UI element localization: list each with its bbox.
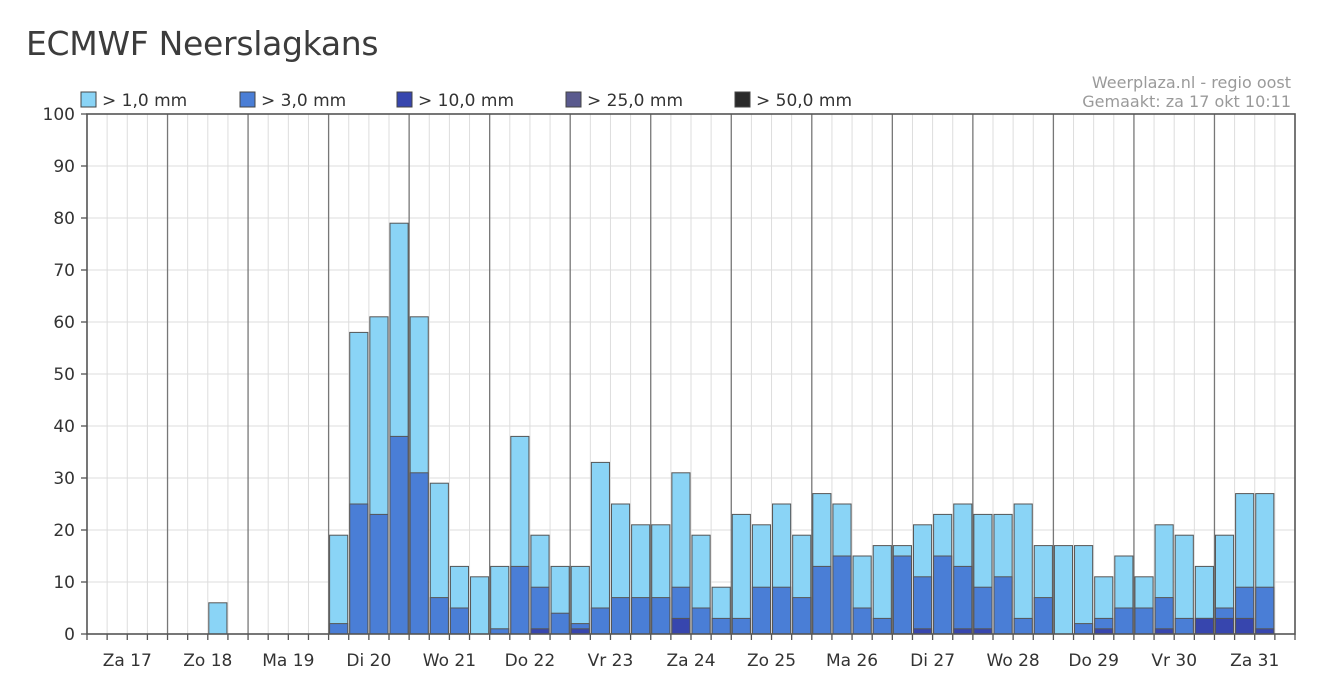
bar-2 [933, 555, 953, 635]
y-tick-label: 70 [53, 261, 75, 281]
bar-2 [892, 555, 912, 635]
bar-2 [610, 597, 631, 635]
y-tick-label: 60 [53, 313, 75, 333]
bar-2 [731, 617, 751, 635]
bar-1 [470, 576, 490, 635]
legend-label: > 1,0 mm [102, 91, 187, 111]
bar-2 [550, 612, 570, 635]
bar-1 [1074, 545, 1094, 635]
y-tick-label: 50 [53, 365, 75, 385]
x-tick-label: Za 31 [1230, 651, 1279, 671]
bar-2 [1033, 597, 1053, 635]
legend-label: > 25,0 mm [587, 91, 683, 111]
bar-2 [329, 623, 349, 635]
source-label: Weerplaza.nl - regio oost [1092, 73, 1291, 92]
bar-2 [530, 586, 550, 635]
legend-swatch [80, 91, 97, 108]
bar-2 [852, 607, 872, 635]
legend-label: > 50,0 mm [756, 91, 852, 111]
x-tick-label: Di 27 [910, 651, 955, 671]
created-timestamp: Gemaakt: za 17 okt 10:11 [1082, 92, 1291, 111]
bar-2 [832, 555, 852, 635]
y-tick-label: 30 [53, 469, 75, 489]
legend-swatch [565, 91, 582, 108]
bar-2 [449, 607, 470, 635]
legend: > 1,0 mm > 3,0 mm > 10,0 mm > 25,0 mm > 50,0… [80, 91, 852, 111]
bar-2 [912, 576, 933, 635]
x-tick-label: Ma 26 [826, 651, 878, 671]
y-tick-label: 100 [43, 105, 75, 125]
bar-2 [510, 565, 530, 635]
legend-swatch [734, 91, 751, 108]
bar-3 [1194, 617, 1214, 635]
bar-2 [1134, 607, 1154, 635]
bar-3 [1214, 617, 1235, 635]
bar-2 [711, 617, 731, 635]
x-tick-label: Za 24 [666, 651, 715, 671]
bar-1 [731, 513, 751, 635]
bar-3 [671, 617, 691, 635]
x-tick-label: Ma 19 [262, 651, 314, 671]
bar-2 [872, 617, 892, 635]
y-tick-label: 20 [53, 521, 75, 541]
bar-3 [1235, 617, 1255, 635]
y-tick-label: 40 [53, 417, 75, 437]
x-tick-label: Wo 21 [423, 651, 476, 671]
bar-2 [953, 565, 973, 635]
bar-2 [812, 565, 832, 635]
y-tick-label: 10 [53, 573, 75, 593]
legend-label: > 3,0 mm [261, 91, 346, 111]
bar-2 [389, 435, 409, 635]
bar-2 [1074, 623, 1094, 635]
bar-2 [369, 513, 389, 635]
bar-2 [993, 576, 1013, 635]
bar-1 [329, 534, 349, 635]
bar-2 [349, 503, 369, 635]
bar-2 [1114, 607, 1134, 635]
x-tick-label: Vr 23 [588, 651, 634, 671]
bar-1 [208, 602, 228, 635]
bar-2 [590, 607, 610, 635]
x-tick-label: Za 17 [103, 651, 152, 671]
x-tick-label: Vr 30 [1151, 651, 1197, 671]
x-tick-label: Do 22 [505, 651, 556, 671]
bar-2 [1255, 586, 1275, 635]
bar-1 [1013, 503, 1033, 635]
bar-1 [1053, 545, 1074, 635]
bar-1 [490, 565, 510, 635]
bar-2 [631, 597, 651, 635]
legend-label: > 10,0 mm [418, 91, 514, 111]
x-tick-label: Zo 18 [183, 651, 232, 671]
x-tick-label: Wo 28 [987, 651, 1040, 671]
bar-2 [973, 586, 993, 635]
bar-2 [751, 586, 772, 635]
x-tick-label: Do 29 [1068, 651, 1119, 671]
bar-2 [1013, 617, 1033, 635]
bar-2 [409, 472, 429, 635]
x-tick-label: Zo 25 [747, 651, 796, 671]
legend-swatch [396, 91, 413, 108]
y-tick-label: 90 [53, 157, 75, 177]
bar-2 [792, 597, 812, 635]
y-tick-label: 80 [53, 209, 75, 229]
bar-2 [772, 586, 792, 635]
bar-2 [429, 597, 449, 635]
x-tick-label: Di 20 [346, 651, 391, 671]
axes: 0 10 20 30 40 50 60 70 80 90 100 Za 17 Zo 18 Ma 19 Di … [43, 105, 1296, 671]
bar-2 [691, 607, 711, 635]
grid [87, 113, 1295, 635]
page-title: ECMWF Neerslagkans [26, 24, 379, 63]
legend-swatch [239, 91, 256, 108]
bar-2 [651, 597, 671, 635]
bar-2 [1174, 617, 1194, 635]
y-tick-label: 0 [64, 625, 75, 645]
